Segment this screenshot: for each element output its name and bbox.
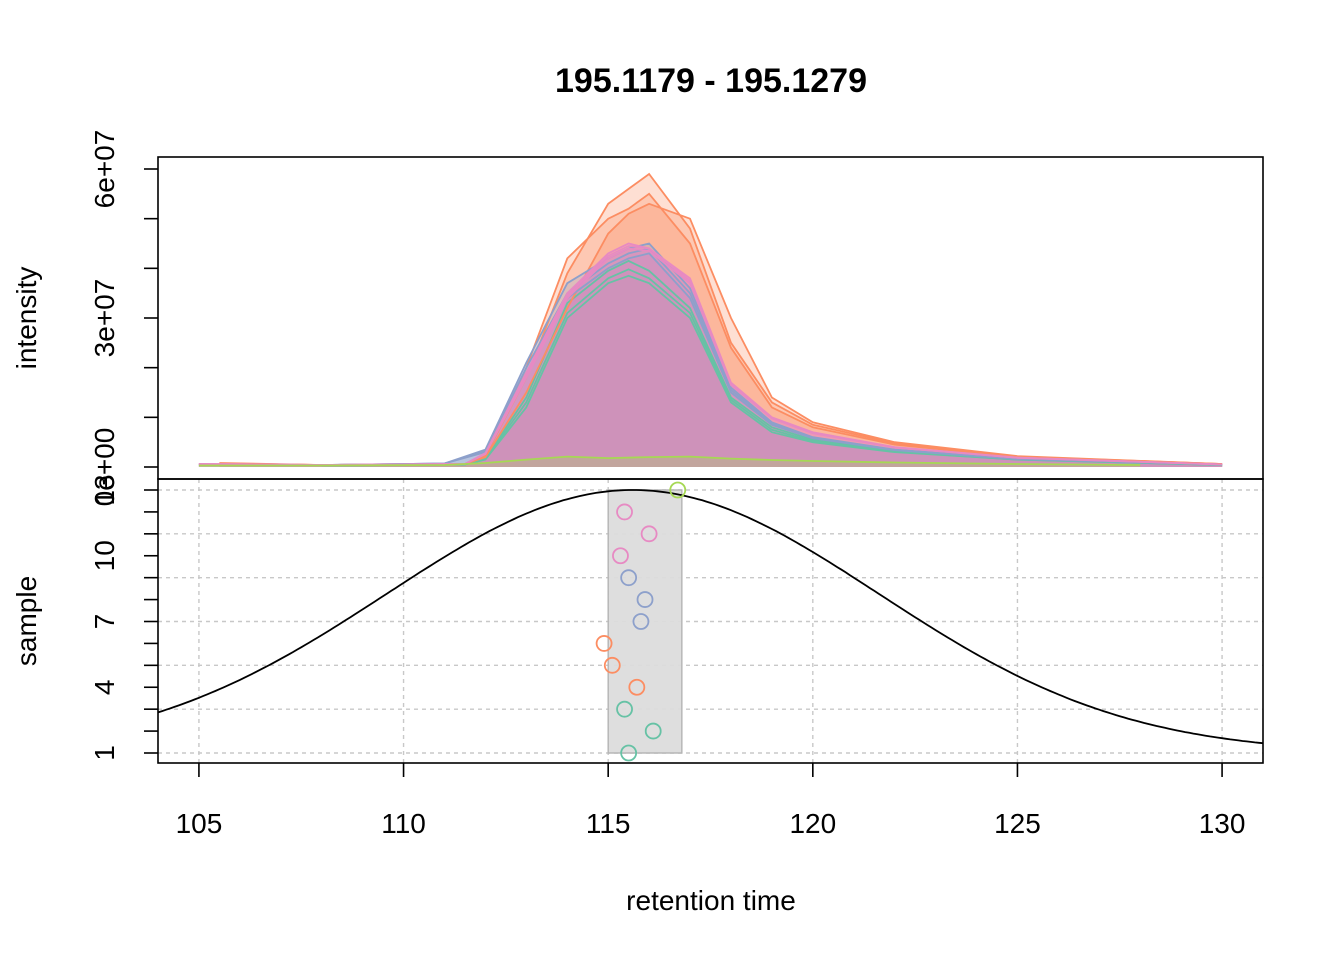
sample-y-tick-label: 7 bbox=[89, 614, 120, 630]
intensity-line-9 bbox=[198, 247, 1223, 466]
sample-point-4 bbox=[628, 678, 646, 696]
x-tick-label: 115 bbox=[586, 808, 631, 839]
intensity-y-tick-label: 0e+00 bbox=[89, 428, 120, 507]
sample-point-2 bbox=[644, 722, 662, 740]
retention-time-x-axis: 105 110 115 120 125 130 bbox=[176, 763, 1246, 839]
intensity-y-tick-label: 3e+07 bbox=[89, 279, 120, 358]
chart-title: 195.1179 - 195.1279 bbox=[555, 62, 867, 100]
sample-axis-label: sample bbox=[11, 576, 42, 666]
x-tick-label: 105 bbox=[176, 808, 223, 839]
intensity-area-1 bbox=[321, 275, 1223, 467]
density-curve bbox=[157, 489, 1264, 745]
intensity-area-2 bbox=[321, 260, 1223, 467]
retention-window bbox=[607, 489, 683, 754]
intensity-area-4 bbox=[219, 193, 1223, 468]
intensity-area-6 bbox=[219, 203, 1223, 468]
sample-point-10 bbox=[612, 547, 629, 565]
sample-y-tick-label: 10 bbox=[89, 540, 120, 571]
sample-point-12 bbox=[616, 503, 633, 521]
sample-point-13 bbox=[669, 481, 687, 499]
x-tick-label: 130 bbox=[1199, 808, 1246, 839]
sample-point-8 bbox=[636, 591, 654, 608]
intensity-line-13 bbox=[198, 455, 1141, 467]
x-tick-label: 110 bbox=[381, 808, 426, 839]
intensity-series-group bbox=[198, 172, 1223, 468]
sample-y-axis: 1 4 7 10 13 bbox=[89, 474, 158, 761]
retention-time-axis-label: retention time bbox=[626, 885, 796, 916]
intensity-axis-label: intensity bbox=[11, 267, 42, 370]
sample-panel-group bbox=[157, 479, 1264, 763]
intensity-line-12 bbox=[198, 245, 1223, 466]
sample-point-3 bbox=[616, 700, 633, 718]
sample-point-9 bbox=[620, 569, 638, 587]
sample-y-tick-label: 4 bbox=[89, 680, 120, 696]
intensity-y-tick-label: 6e+07 bbox=[89, 130, 120, 209]
x-tick-label: 125 bbox=[994, 808, 1041, 839]
x-tick-label: 120 bbox=[789, 808, 836, 839]
sample-point-6 bbox=[595, 635, 613, 652]
intensity-area-3 bbox=[321, 269, 1223, 467]
intensity-area-13 bbox=[198, 456, 1141, 467]
intensity-line-6 bbox=[219, 202, 1223, 466]
sample-point-5 bbox=[603, 656, 621, 674]
intensity-line-3 bbox=[321, 268, 1223, 467]
intensity-y-axis: 0e+00 3e+07 6e+07 bbox=[89, 130, 158, 507]
sample-y-tick-label: 1 bbox=[89, 745, 120, 761]
sample-point-7 bbox=[632, 613, 650, 630]
sample-point-11 bbox=[640, 525, 658, 543]
sample-y-tick-label: 13 bbox=[89, 474, 120, 505]
sample-point-1 bbox=[620, 744, 638, 762]
